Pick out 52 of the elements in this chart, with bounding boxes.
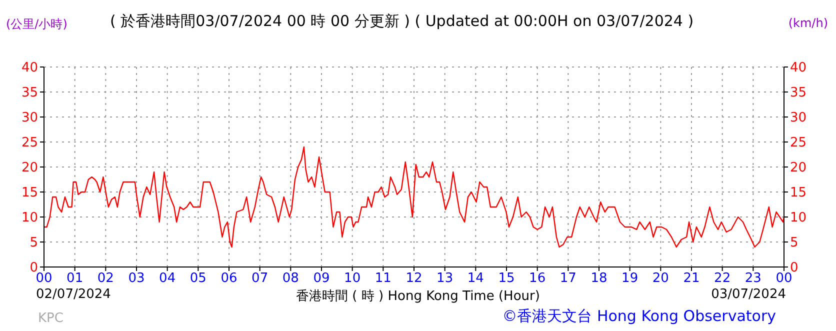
x-axis-title: 香港時間 ( 時 ) Hong Kong Time (Hour)	[296, 289, 540, 304]
y2-tick-label: 40	[790, 60, 807, 76]
x-tick-label: 19	[622, 271, 638, 286]
y2-tick-label: 10	[790, 210, 807, 226]
x-tick-label: 22	[714, 271, 731, 286]
y2-tick-label: 35	[790, 86, 807, 101]
x-tick-label: 18	[590, 271, 608, 286]
x-tick-label: 10	[344, 271, 361, 286]
text: 03/07/2024	[711, 287, 786, 302]
x-tick-label: 16	[529, 271, 546, 286]
y-tick-label: 40	[21, 60, 38, 76]
x-tick-label: 00	[776, 271, 792, 286]
x-tick-label: 08	[282, 271, 299, 286]
line-series	[44, 146, 784, 248]
x-tick-label: 06	[220, 271, 238, 286]
y-tick-label: 25	[21, 136, 38, 151]
x-tick-label: 04	[159, 271, 176, 286]
y2-tick-label: 30	[790, 110, 807, 126]
x-tick-label: 01	[66, 271, 84, 286]
x-tick-label: 23	[744, 271, 762, 286]
x-tick-label: 14	[467, 271, 484, 286]
y2-axis-title: (km/h)	[788, 16, 828, 30]
y-tick-label: 15	[21, 186, 38, 201]
y2-tick-label: 5	[790, 236, 798, 251]
x-tick-label: 21	[683, 271, 700, 286]
x-tick-label: 00	[36, 271, 52, 286]
x-tick-label: 02	[97, 271, 114, 286]
x-tick-label: 03	[128, 271, 145, 286]
text: 02/07/2024	[36, 287, 111, 302]
y2-tick-label: 15	[790, 186, 807, 201]
x-tick-label: 11	[374, 271, 392, 286]
y-tick-label: 30	[21, 110, 38, 126]
y-tick-label: 20	[21, 160, 38, 176]
x-tick-label: 13	[436, 271, 454, 286]
x-tick-label: 20	[652, 271, 669, 286]
y-tick-label: 5	[30, 236, 38, 251]
y-tick-label: 10	[21, 210, 38, 226]
y-axis-title: (公里/小時)	[6, 16, 68, 33]
x-tick-label: 12	[406, 271, 422, 286]
text: ©香港天文台 Hong Kong Observatory	[502, 307, 776, 326]
y-tick-label: 0	[30, 260, 38, 276]
x-tick-label: 15	[498, 271, 515, 286]
y-tick-label: 35	[21, 86, 38, 101]
text: KPC	[38, 311, 64, 326]
y2-tick-label: 25	[790, 136, 807, 151]
x-tick-label: 07	[252, 271, 268, 286]
x-tick-label: 05	[190, 271, 206, 286]
y2-tick-label: 0	[790, 260, 798, 276]
x-tick-label: 09	[313, 271, 330, 286]
chart-title: ( 於香港時間03/07/2024 00 時 00 分更新 ) ( Updated at 00:00H on 03/07/2024 )	[110, 12, 694, 31]
x-tick-label: 17	[560, 271, 576, 286]
y2-tick-label: 20	[790, 160, 807, 176]
